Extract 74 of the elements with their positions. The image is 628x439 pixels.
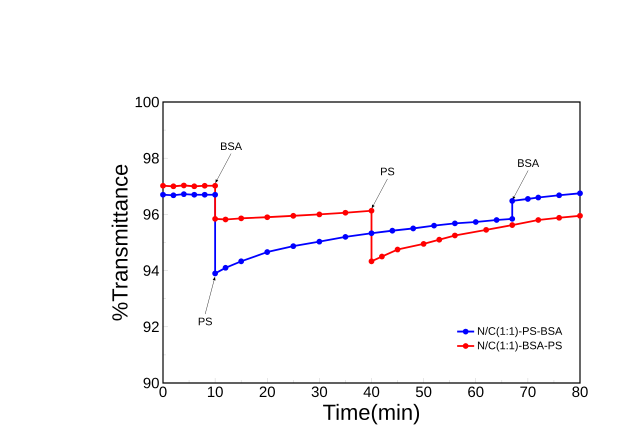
point [316,238,322,245]
y-tick-label: 100 [136,96,159,108]
point [202,182,208,189]
x-tick-label: 20 [260,386,275,398]
point [222,264,228,271]
annotation: PS [198,318,212,326]
x-tick-label: 0 [159,386,167,398]
point [264,214,270,220]
point [238,215,244,222]
point [436,236,442,243]
point [212,182,218,189]
y-tick-label: 96 [144,209,159,220]
point [368,208,374,214]
point [483,226,490,233]
point [180,191,187,198]
point [191,192,198,198]
point [342,234,348,240]
point [368,230,374,236]
point [556,214,562,221]
point [556,192,562,198]
point [160,192,166,198]
point [509,222,516,228]
x-tick-label: 30 [312,386,328,398]
point [316,212,322,218]
point [290,212,296,219]
x-axis-title: Time(min) [323,404,420,424]
point [264,249,270,255]
point [389,228,396,234]
point [494,217,500,223]
point [222,216,228,222]
annotation: PS [381,168,394,176]
x-tick-label: 50 [416,386,432,398]
point [212,216,218,222]
y-tick-label: 98 [144,152,159,164]
point [212,270,218,276]
x-tick-label: 40 [364,386,380,398]
point [524,196,531,202]
legend-label: N/C(1:1)-BSA-PS [478,341,562,352]
x-tick-label: 10 [208,386,223,398]
point [212,192,218,198]
point [431,222,437,229]
y-tick-label: 90 [144,378,159,388]
point [535,217,542,223]
point [342,210,348,216]
point [170,183,176,190]
point [535,194,542,200]
point [191,183,198,190]
point [452,220,458,226]
point [420,241,427,247]
point [509,216,516,222]
x-tick-label: 70 [520,386,536,398]
y-tick-label: 92 [144,322,159,332]
x-tick-label: 80 [572,386,588,398]
point [394,246,400,252]
point [202,192,208,198]
y-tick-label: 94 [144,265,160,276]
point [368,258,374,264]
y-axis-title: %Transmittance [112,164,128,320]
annotation: BSA [221,142,242,150]
point [160,182,166,189]
point [410,226,416,232]
point [290,243,296,250]
x-tick-label: 60 [468,386,484,398]
point [472,219,479,225]
point [170,192,176,198]
point [238,258,244,264]
point [509,198,516,204]
annotation: BSA [518,159,540,167]
legend-label: N/C(1:1)-PS-BSA [478,326,562,338]
point [180,182,187,188]
point [577,212,583,219]
point [452,232,458,238]
point [379,254,385,260]
point [577,190,583,196]
